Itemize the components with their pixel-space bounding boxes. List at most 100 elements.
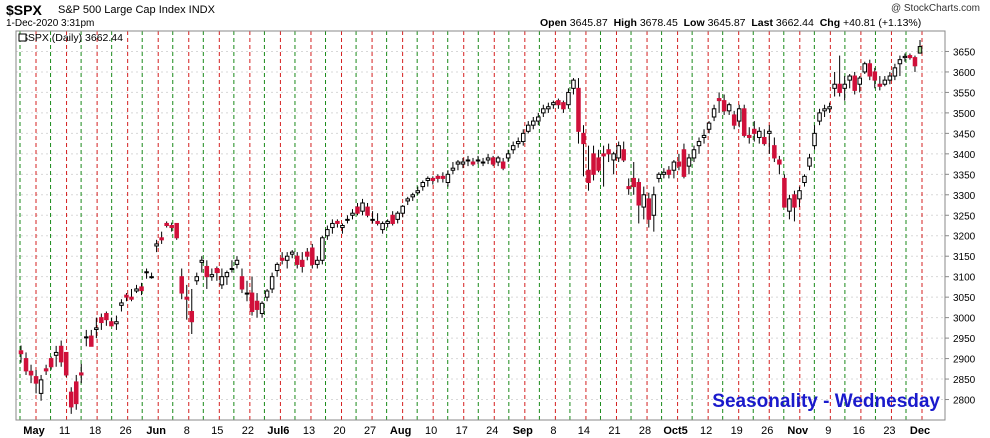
candle-body: [762, 136, 767, 145]
candle-body: [68, 391, 74, 408]
candle: [495, 155, 501, 167]
x-tick-label: 24: [486, 425, 498, 437]
candle-body: [315, 259, 320, 265]
candle-body: [124, 294, 129, 298]
y-tick-label: 2950: [953, 334, 976, 345]
x-tick-label: 9: [825, 425, 831, 437]
candle-body: [249, 292, 255, 312]
candle: [435, 174, 441, 183]
candle-body: [169, 225, 174, 229]
candle: [33, 370, 39, 394]
candle-body: [119, 302, 124, 306]
candle-body: [531, 120, 536, 126]
candle-body: [827, 106, 832, 110]
candle-body: [38, 379, 44, 394]
candle-body: [460, 161, 466, 165]
candle-body: [701, 134, 707, 138]
candle: [43, 364, 49, 375]
candle: [104, 311, 109, 326]
candle: [154, 239, 159, 253]
open-label: Open: [540, 17, 567, 29]
candle: [119, 299, 124, 312]
candle: [671, 159, 677, 179]
candle-body: [380, 222, 385, 231]
candle: [711, 104, 717, 122]
candle-body: [219, 276, 225, 286]
candle: [857, 76, 862, 93]
candle: [244, 280, 250, 302]
candle: [254, 293, 260, 318]
candle: [551, 100, 556, 109]
candle-body: [385, 220, 390, 224]
candle-body: [355, 206, 360, 214]
candle: [94, 317, 99, 339]
candle: [169, 222, 174, 232]
candle-body: [500, 161, 506, 169]
candle-body: [897, 59, 903, 65]
candle: [676, 153, 682, 171]
candle: [561, 100, 566, 113]
candle: [299, 252, 305, 273]
candle-body: [862, 63, 868, 73]
candle: [68, 387, 74, 414]
x-tick-label: 15: [211, 425, 223, 437]
candle-body: [33, 376, 39, 384]
candle: [28, 364, 34, 384]
candle-body: [440, 175, 446, 179]
candle: [777, 155, 782, 175]
candle: [716, 92, 722, 113]
candle-body: [395, 212, 400, 220]
candle: [581, 125, 586, 177]
candle: [510, 141, 516, 154]
high-value: 3678.45: [639, 17, 678, 29]
x-tick-label: 28: [639, 425, 651, 437]
y-tick-label: 2800: [953, 396, 976, 407]
candle: [184, 284, 189, 320]
candle: [48, 356, 54, 370]
candle: [99, 313, 104, 330]
candle-body: [505, 153, 511, 159]
candle: [159, 231, 164, 244]
candle: [757, 127, 762, 144]
candle-body: [289, 251, 295, 255]
candle-body: [340, 225, 345, 229]
candle-body: [89, 335, 94, 347]
candle: [576, 78, 581, 144]
candle: [656, 172, 662, 183]
candle: [917, 40, 923, 54]
candle-body: [99, 317, 104, 324]
candle-body: [209, 274, 215, 278]
candle: [626, 178, 631, 195]
candle: [536, 112, 541, 126]
candle: [556, 98, 561, 109]
candle: [63, 351, 69, 378]
candle-body: [360, 202, 365, 212]
candle: [470, 157, 476, 167]
candle-body: [696, 141, 702, 147]
candle: [762, 129, 767, 146]
candle-body: [48, 358, 54, 368]
candle: [460, 157, 466, 169]
candle: [274, 262, 280, 277]
candle: [139, 282, 144, 296]
candle-body: [204, 265, 210, 278]
candle-body: [772, 145, 777, 159]
candle: [370, 211, 375, 224]
credit-text: @ StockCharts.com: [890, 3, 980, 14]
candle: [686, 153, 692, 175]
candle: [837, 55, 842, 97]
candle-body: [716, 98, 722, 102]
candle: [807, 153, 812, 171]
candle-body: [661, 171, 667, 175]
x-tick-label: 10: [425, 425, 437, 437]
candle-body: [872, 71, 878, 81]
candle-body: [114, 321, 119, 325]
candle-body: [621, 149, 626, 161]
x-tick-label: 20: [333, 425, 345, 437]
candle: [847, 73, 852, 89]
candle-body: [591, 153, 596, 175]
candle-body: [144, 271, 149, 274]
candle-body: [189, 310, 195, 323]
candle: [666, 166, 672, 179]
candle: [902, 53, 908, 62]
